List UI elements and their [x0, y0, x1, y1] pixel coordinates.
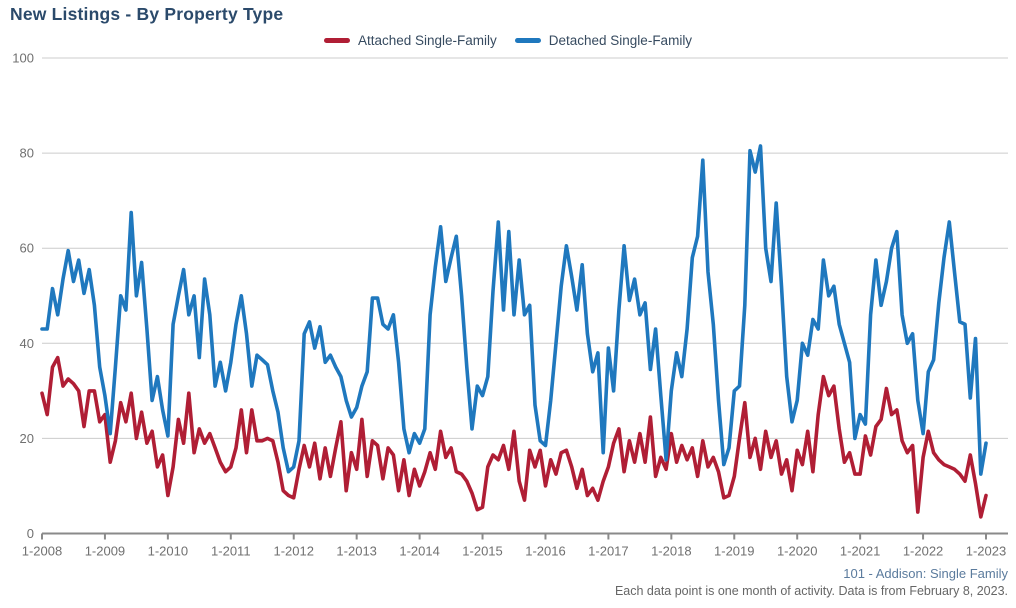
x-axis-label: 1-2011: [211, 544, 251, 559]
x-axis-label: 1-2023: [966, 544, 1006, 559]
legend-label-detached: Detached Single-Family: [548, 32, 693, 48]
chart-legend: Attached Single-Family Detached Single-F…: [0, 31, 1016, 49]
x-axis-label: 1-2012: [273, 544, 313, 559]
attached-series-swatch-icon: [323, 37, 350, 43]
x-axis-label: 1-2017: [588, 544, 628, 559]
x-axis-label: 1-2021: [840, 544, 880, 559]
y-axis-label: 0: [27, 526, 34, 541]
legend-item-detached[interactable]: Detached Single-Family: [514, 32, 693, 48]
x-axis-label: 1-2020: [777, 544, 817, 559]
x-axis-label: 1-2013: [336, 544, 376, 559]
x-axis-label: 1-2015: [462, 544, 502, 559]
x-axis-label: 1-2010: [148, 544, 188, 559]
y-axis-label: 80: [20, 146, 34, 161]
x-axis-label: 1-2022: [903, 544, 943, 559]
x-axis-label: 1-2019: [714, 544, 754, 559]
x-axis-label: 1-2016: [525, 544, 565, 559]
detached-series-swatch-icon: [514, 37, 541, 43]
series-line-detached: [40, 144, 988, 476]
y-axis-label: 100: [12, 51, 34, 66]
legend-label-attached: Attached Single-Family: [357, 32, 497, 48]
x-axis-label: 1-2009: [85, 544, 125, 559]
x-axis-label: 1-2008: [22, 544, 62, 559]
y-axis-label: 40: [20, 336, 34, 351]
chart-title: New Listings - By Property Type: [10, 4, 284, 24]
x-axis-label: 1-2014: [399, 544, 439, 559]
chart-footnote: Each data point is one month of activity…: [614, 584, 1008, 598]
chart-source-label: 101 - Addison: Single Family: [843, 566, 1008, 581]
legend-item-attached[interactable]: Attached Single-Family: [323, 32, 497, 48]
y-axis-label: 60: [20, 241, 34, 256]
series-line-attached: [40, 355, 988, 519]
y-axis-label: 20: [20, 431, 34, 446]
x-axis-label: 1-2018: [651, 544, 691, 559]
